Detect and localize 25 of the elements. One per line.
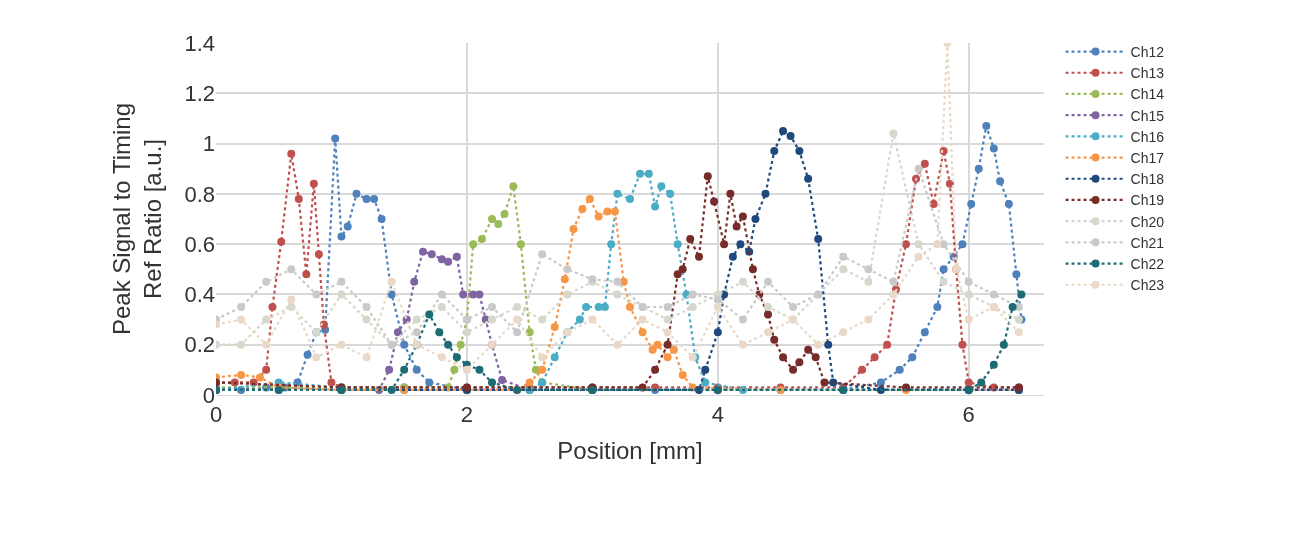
legend-label: Ch23 [1130,277,1165,294]
x-tick-label: 6 [962,402,975,428]
legend-label: Ch15 [1130,107,1165,124]
legend-label: Ch22 [1130,256,1165,273]
legend-label: Ch18 [1130,171,1165,188]
y-tick-label: 1.4 [184,30,215,56]
y-tick-label: 1.2 [184,80,215,106]
y-tick-label: 0 [202,382,215,408]
legend-label: Ch19 [1130,192,1165,209]
y-axis-title: Peak Signal to Timing Ref Ratio [a.u.] [108,102,167,336]
y-tick-label: 1 [202,131,215,157]
legend-label: Ch14 [1130,86,1165,103]
legend-label: Ch17 [1130,150,1165,167]
legend-label: Ch16 [1130,128,1165,145]
y-tick-label: 0.2 [184,332,215,358]
legend-label: Ch20 [1130,213,1165,230]
y-tick-label: 0.6 [184,231,215,257]
x-axis-title: Position [mm] [557,436,703,464]
legend-label: Ch21 [1130,234,1165,251]
y-tick-label: 0.8 [184,181,215,207]
x-tick-label: 4 [711,402,724,428]
legend-label: Ch12 [1130,44,1165,61]
y-tick-label: 0.4 [184,282,215,308]
x-tick-label: 2 [460,402,474,428]
legend-label: Ch13 [1130,65,1165,82]
